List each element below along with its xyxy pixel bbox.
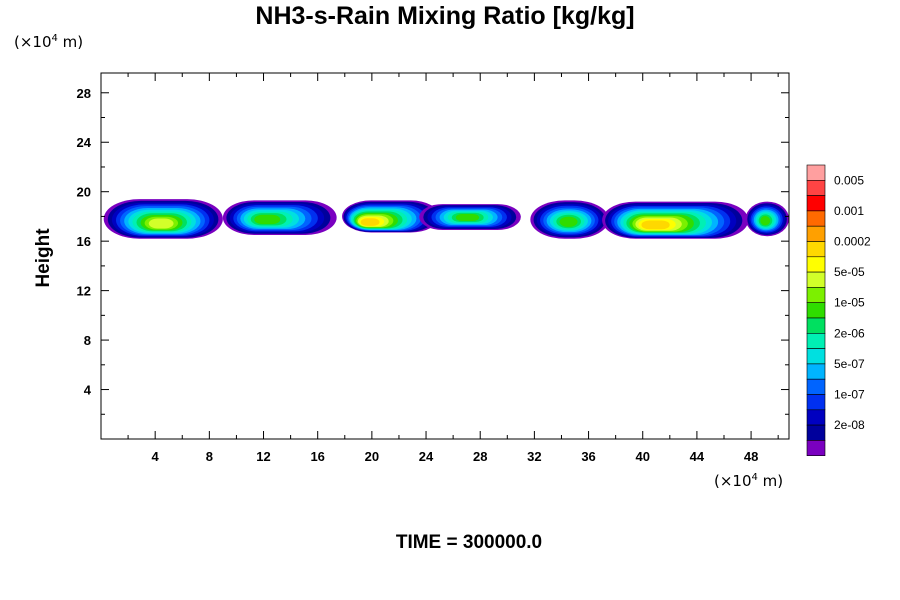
colorbar-swatch <box>806 302 826 319</box>
x-tick-label: 24 <box>419 449 434 464</box>
x-tick-label: 28 <box>473 449 487 464</box>
contour-band <box>254 214 281 225</box>
colorbar-swatch <box>806 409 826 426</box>
colorbar-label: 1e-07 <box>834 388 865 402</box>
y-tick-label: 24 <box>77 135 92 150</box>
x-tick-label: 36 <box>581 449 595 464</box>
colorbar-swatch <box>806 241 826 258</box>
colorbar-label: 0.0002 <box>834 235 871 249</box>
colorbar-label: 0.001 <box>834 204 864 218</box>
colorbar-label: 1e-05 <box>834 296 865 310</box>
colorbar-swatch <box>806 348 826 365</box>
x-tick-label: 20 <box>365 449 379 464</box>
x-tick-label: 44 <box>690 449 705 464</box>
colorbar-label: 5e-07 <box>834 357 865 371</box>
x-tick-label: 48 <box>744 449 758 464</box>
x-tick-label: 8 <box>206 449 213 464</box>
colorbar-label: 0.005 <box>834 173 864 187</box>
y-tick-label: 4 <box>84 383 92 398</box>
y-tick-label: 16 <box>77 234 91 249</box>
rain-cell <box>530 200 609 239</box>
plot-frame <box>100 72 790 440</box>
rain-cell <box>103 199 223 239</box>
colorbar-swatch <box>806 424 826 441</box>
rain-cell <box>602 201 749 239</box>
colorbar-swatch <box>806 210 826 227</box>
contour-band <box>455 213 480 222</box>
contour-band <box>148 218 174 229</box>
colorbar-swatch <box>806 317 826 334</box>
rain-cell <box>745 201 789 237</box>
chart-title: NH3-s-Rain Mixing Ratio [kg/kg] <box>255 2 635 30</box>
rain-cell <box>222 200 337 235</box>
colorbar-swatch <box>806 394 826 411</box>
colorbar-swatch <box>806 164 826 181</box>
contour-band <box>760 216 771 226</box>
colorbar-swatch <box>806 225 826 242</box>
contour-band <box>360 218 380 226</box>
colorbar-swatch <box>806 363 826 380</box>
colorbar-swatch <box>806 271 826 288</box>
colorbar-label: 2e-06 <box>834 326 865 340</box>
colorbar-label: 2e-08 <box>834 418 865 432</box>
contour-band <box>641 220 670 230</box>
x-axis-unit: (×104 m) <box>714 472 784 490</box>
contour-band <box>559 216 578 227</box>
colorbar-swatch <box>806 195 826 212</box>
colorbar-swatch <box>806 378 826 395</box>
colorbar-swatch <box>806 256 826 273</box>
plot-area <box>101 73 789 439</box>
colorbar-label: 5e-05 <box>834 265 865 279</box>
x-tick-label: 16 <box>310 449 324 464</box>
y-tick-label: 8 <box>84 333 91 348</box>
y-axis-unit: (×104 m) <box>14 33 84 51</box>
x-tick-label: 32 <box>527 449 541 464</box>
time-label: TIME = 300000.0 <box>395 532 543 553</box>
rain-cell <box>342 200 440 233</box>
y-tick-label: 20 <box>77 185 91 200</box>
colorbar-swatch <box>806 180 826 196</box>
x-tick-label: 12 <box>256 449 270 464</box>
y-tick-label: 12 <box>77 284 91 299</box>
y-tick-label: 28 <box>77 86 91 101</box>
colorbar-swatch <box>806 440 826 456</box>
x-tick-label: 40 <box>635 449 649 464</box>
colorbar-swatch <box>806 332 826 349</box>
colorbar-swatch <box>806 287 826 303</box>
x-tick-label: 4 <box>152 449 160 464</box>
rain-cell <box>419 204 521 231</box>
